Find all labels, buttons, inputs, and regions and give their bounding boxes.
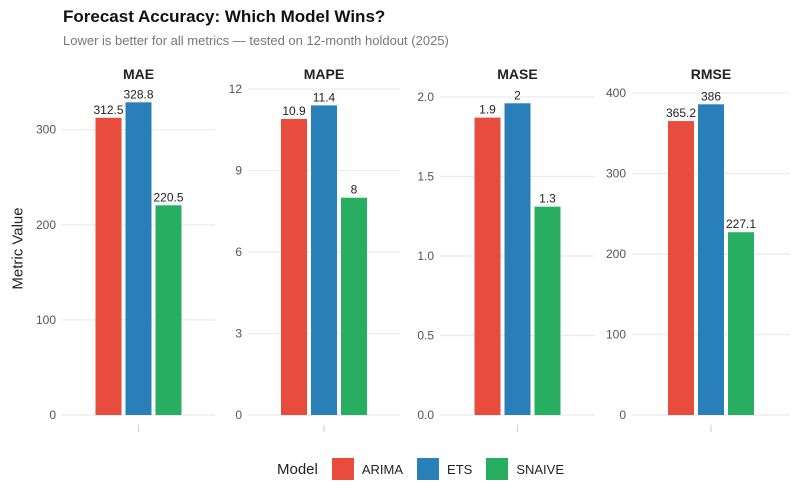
data-label: 10.9 — [282, 104, 306, 118]
data-label: 365.2 — [666, 106, 696, 120]
data-label: 1.9 — [479, 103, 496, 117]
data-label: 2 — [514, 88, 521, 102]
data-label: 312.5 — [93, 103, 123, 117]
legend-label: ETS — [447, 461, 473, 477]
data-label: 227.1 — [726, 217, 756, 231]
y-tick-label: 100 — [606, 328, 626, 342]
bar-arima — [281, 118, 307, 415]
legend: Model ARIMA ETS SNAIVE — [277, 458, 578, 480]
data-label: 11.4 — [313, 90, 336, 104]
bar-ets — [311, 105, 337, 416]
legend-item-snaive: SNAIVE — [486, 458, 564, 480]
legend-swatch — [417, 458, 440, 480]
y-tick-label: 300 — [606, 167, 626, 181]
bar-snaive — [155, 205, 182, 415]
bar-snaive — [534, 206, 561, 415]
legend-label: ARIMA — [361, 461, 404, 477]
y-tick-label: 1.5 — [417, 169, 434, 183]
y-tick-label: 1.0 — [417, 249, 434, 263]
bar-arima — [95, 117, 122, 415]
chart-subtitle: Lower is better for all metrics — tested… — [63, 33, 449, 48]
bar-snaive — [728, 232, 754, 415]
chart-title: Forecast Accuracy: Which Model Wins? — [63, 7, 386, 26]
y-tick-label: 0.0 — [417, 408, 434, 422]
bar-ets — [504, 103, 531, 415]
data-label: 1.3 — [539, 192, 556, 206]
legend-label: SNAIVE — [516, 461, 565, 477]
y-tick-label: 200 — [606, 247, 626, 261]
data-label: 8 — [351, 183, 358, 197]
y-tick-label: 400 — [606, 86, 626, 100]
y-tick-label: 200 — [36, 218, 56, 232]
facet-strip-label: RMSE — [691, 66, 731, 82]
facet-rmse: 0 100 200 300 400 RMSE 365.2 386 227.1 — [606, 66, 790, 432]
facet-mape: 0 3 6 9 12 MAPE 10.9 11.4 8 — [229, 66, 400, 432]
data-label: 328.8 — [123, 87, 153, 101]
legend-swatch — [486, 458, 509, 480]
data-label: 220.5 — [153, 190, 183, 204]
bar-arima — [668, 121, 694, 415]
legend-title: Model — [277, 460, 318, 478]
bar-arima — [474, 117, 501, 415]
facet-strip-label: MASE — [497, 66, 537, 82]
facet-strip-label: MAE — [123, 66, 154, 82]
y-tick-label: 100 — [36, 313, 56, 327]
legend-item-ets: ETS — [417, 458, 472, 480]
y-tick-label: 300 — [36, 123, 56, 137]
y-tick-label: 0.5 — [417, 328, 434, 342]
y-tick-label: 6 — [235, 245, 242, 259]
legend-swatch — [331, 458, 354, 480]
y-tick-label: 3 — [235, 327, 242, 341]
y-tick-label: 9 — [235, 164, 242, 178]
bar-snaive — [341, 197, 367, 415]
bar-ets — [698, 104, 724, 415]
y-tick-label: 0 — [49, 408, 56, 422]
y-tick-label: 2.0 — [417, 90, 434, 104]
y-tick-label: 12 — [229, 82, 243, 96]
legend-item-arima: ARIMA — [331, 458, 404, 480]
y-tick-label: 0 — [619, 408, 626, 422]
facet-mase: 0.0 0.5 1.0 1.5 2.0 MASE 1.9 2 1.3 — [417, 66, 595, 432]
y-tick-label: 0 — [235, 408, 242, 422]
facet-strip-label: MAPE — [304, 66, 344, 82]
data-label: 386 — [701, 89, 721, 103]
bar-ets — [125, 102, 152, 416]
